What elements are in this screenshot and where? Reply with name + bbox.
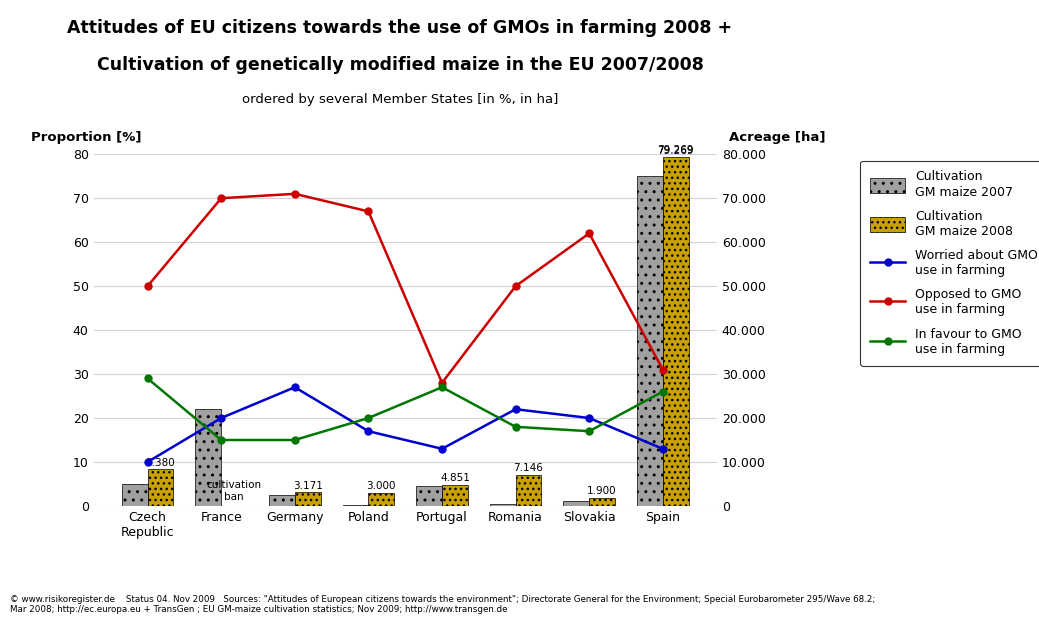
Bar <box>343 505 369 506</box>
Text: 8.380: 8.380 <box>145 458 176 468</box>
Bar <box>663 157 689 506</box>
Text: Cultivation of genetically modified maize in the EU 2007/2008: Cultivation of genetically modified maiz… <box>97 56 703 73</box>
Text: cultivation
ban: cultivation ban <box>207 480 262 502</box>
Legend: Cultivation
GM maize 2007, Cultivation
GM maize 2008, Worried about GMO
use in f: Cultivation GM maize 2007, Cultivation G… <box>860 160 1039 365</box>
Text: 7.146: 7.146 <box>513 463 543 473</box>
Text: Acreage [ha]: Acreage [ha] <box>729 131 826 144</box>
Bar <box>269 495 295 506</box>
Text: Proportion [%]: Proportion [%] <box>31 131 141 144</box>
Text: 3.171: 3.171 <box>293 481 323 491</box>
Bar <box>369 493 394 506</box>
Bar <box>489 503 515 506</box>
Bar <box>563 500 589 506</box>
Text: 3.000: 3.000 <box>367 481 396 491</box>
Bar <box>589 497 615 506</box>
Bar <box>515 474 541 506</box>
Bar <box>122 484 148 506</box>
Text: ordered by several Member States [in %, in ha]: ordered by several Member States [in %, … <box>242 93 558 106</box>
Bar <box>637 176 663 506</box>
Bar <box>442 484 468 506</box>
Text: © www.risikoregister.de    Status 04. Nov 2009   Sources: "Attitudes of European: © www.risikoregister.de Status 04. Nov 2… <box>10 595 876 614</box>
Bar <box>417 486 442 506</box>
Bar <box>148 469 174 506</box>
Text: 79.269: 79.269 <box>658 146 694 156</box>
Text: 1.900: 1.900 <box>587 486 617 496</box>
Text: 79.269: 79.269 <box>658 145 694 155</box>
Text: Attitudes of EU citizens towards the use of GMOs in farming 2008 +: Attitudes of EU citizens towards the use… <box>68 19 732 36</box>
Text: 4.851: 4.851 <box>439 473 470 483</box>
Bar <box>295 492 321 506</box>
Bar <box>195 409 221 506</box>
